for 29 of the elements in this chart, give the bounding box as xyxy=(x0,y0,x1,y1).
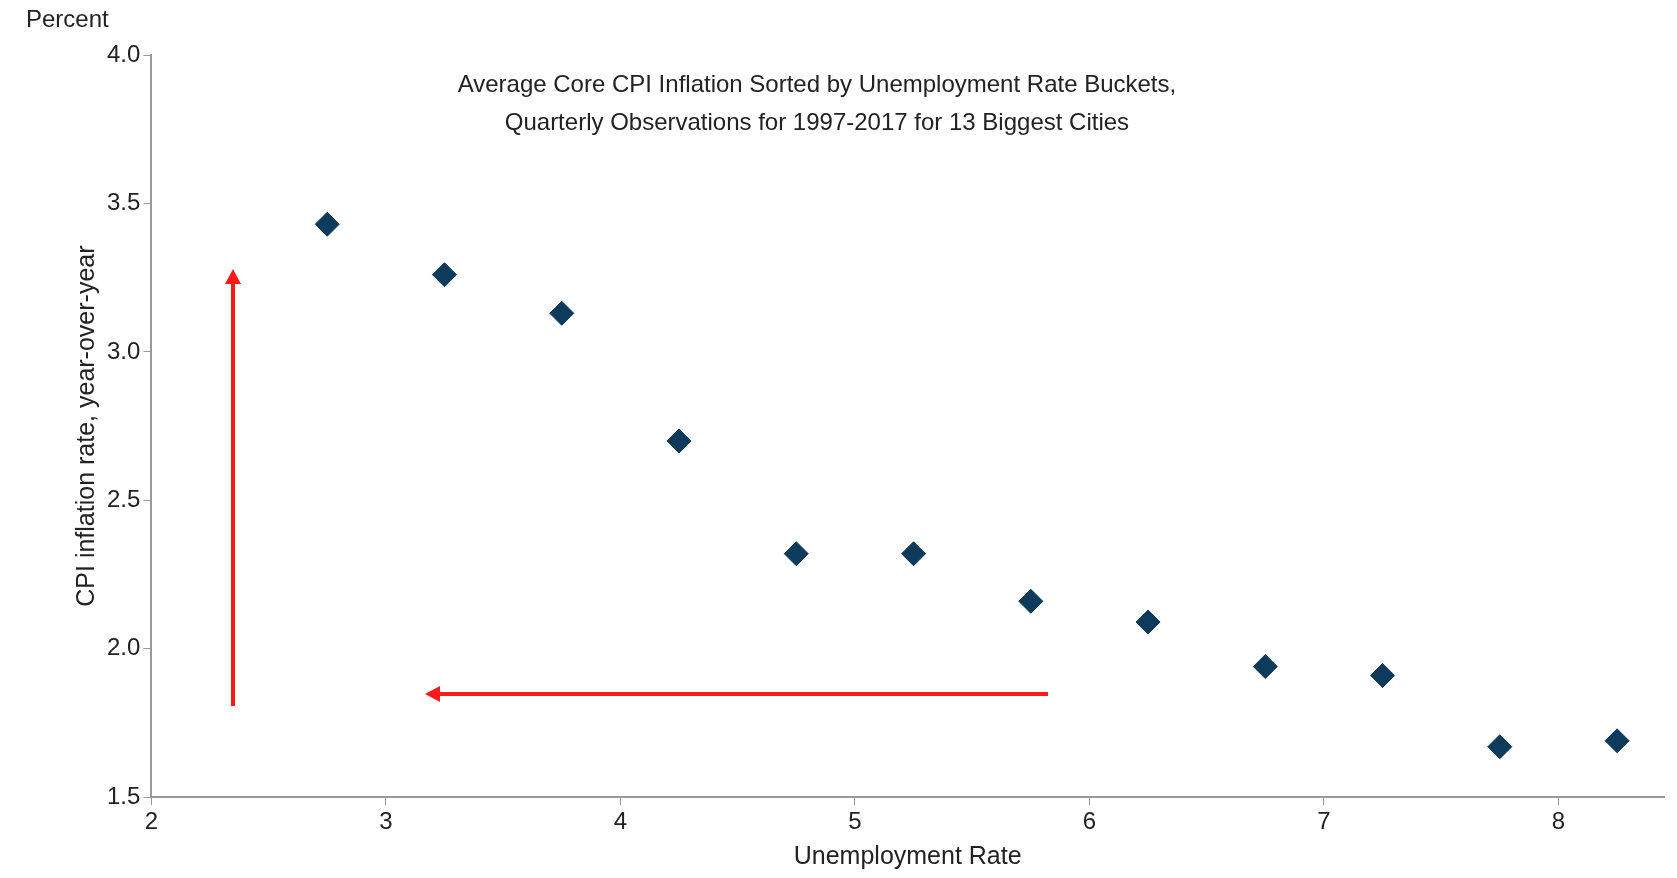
point xyxy=(1604,728,1630,754)
y-tick-label: 2.5 xyxy=(106,484,141,512)
point xyxy=(432,262,458,288)
x-tick-label: 2 xyxy=(144,807,159,835)
x-tick-label: 7 xyxy=(1317,807,1331,835)
x-tick-label: 6 xyxy=(1082,807,1097,835)
x-axis-title: Unemployment Rate xyxy=(793,840,1022,869)
text: Percent xyxy=(26,4,110,32)
x-tick-label: 3 xyxy=(379,807,393,835)
point xyxy=(1370,662,1396,688)
text: Average Core CPI Inflation Sorted by Unemployment Rate Buckets, Quarterly Observations for 1997-2017 for 13 Biggest Cities xyxy=(457,69,1177,135)
point xyxy=(1135,609,1161,635)
y-axis-title: CPI inflation rate, year-over-year xyxy=(70,245,99,607)
point xyxy=(1018,588,1044,614)
y-tick-label: 3.5 xyxy=(106,188,141,216)
y-tick-label: 1.5 xyxy=(106,781,141,809)
x-tick-label: 4 xyxy=(613,807,628,835)
point xyxy=(314,211,340,237)
y-tick-label: 2.0 xyxy=(106,633,141,661)
point xyxy=(1252,654,1278,680)
point xyxy=(666,428,692,454)
y-tick-label: 4.0 xyxy=(106,39,141,67)
y-tick-label: 3.0 xyxy=(106,336,141,364)
point xyxy=(1487,734,1513,760)
point xyxy=(901,541,927,567)
x-tick-label: 8 xyxy=(1551,807,1566,835)
point xyxy=(549,300,575,326)
point xyxy=(783,541,809,567)
x-tick-label: 5 xyxy=(848,807,862,835)
